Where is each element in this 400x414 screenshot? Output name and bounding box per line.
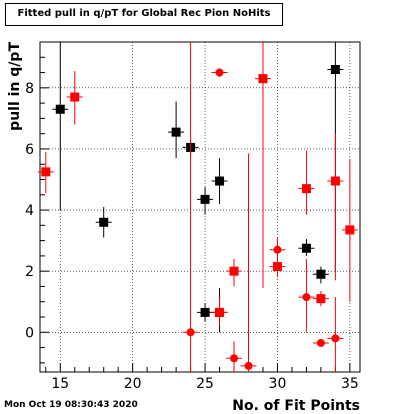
x-tick-label: 20 xyxy=(124,376,142,392)
data-point xyxy=(41,167,51,177)
y-tick-label: 2 xyxy=(25,264,34,280)
x-axis-label: No. of Fit Points xyxy=(232,398,360,414)
data-point xyxy=(316,294,326,304)
data-point xyxy=(316,338,325,347)
data-point xyxy=(229,266,239,276)
data-point xyxy=(99,217,109,227)
y-tick-label: 0 xyxy=(25,325,34,341)
data-point xyxy=(200,194,210,204)
x-tick-label: 25 xyxy=(196,376,214,392)
x-tick-label: 15 xyxy=(51,376,69,392)
data-point xyxy=(301,184,311,194)
data-point xyxy=(186,328,195,337)
data-point xyxy=(345,225,355,235)
data-point xyxy=(331,334,340,343)
data-point xyxy=(171,127,181,137)
y-tick-label: 6 xyxy=(25,142,34,158)
data-point xyxy=(273,245,282,254)
y-tick-label: 8 xyxy=(25,81,34,97)
timestamp-label: Mon Oct 19 08:30:43 2020 xyxy=(4,400,138,410)
data-point xyxy=(302,293,311,302)
data-point xyxy=(230,354,239,363)
y-axis-label: pull in q/pT xyxy=(7,42,23,131)
chart-title-box: Fitted pull in q/pT for Global Rec Pion … xyxy=(5,3,283,26)
data-point xyxy=(316,269,326,279)
x-tick-label: 30 xyxy=(269,376,287,392)
data-point xyxy=(70,92,80,102)
y-tick-label: 4 xyxy=(25,203,34,219)
data-point xyxy=(301,243,311,253)
data-point xyxy=(244,361,253,370)
data-point xyxy=(215,307,225,317)
chart-title: Fitted pull in q/pT for Global Rec Pion … xyxy=(17,8,271,19)
data-point xyxy=(258,74,268,84)
data-point xyxy=(215,68,224,77)
data-point xyxy=(215,176,225,186)
data-point xyxy=(55,104,65,114)
data-point xyxy=(272,262,282,272)
data-point xyxy=(200,307,210,317)
data-point xyxy=(330,65,340,74)
plot-frame xyxy=(39,41,361,373)
data-point xyxy=(330,176,340,186)
x-tick-label: 35 xyxy=(341,376,359,392)
